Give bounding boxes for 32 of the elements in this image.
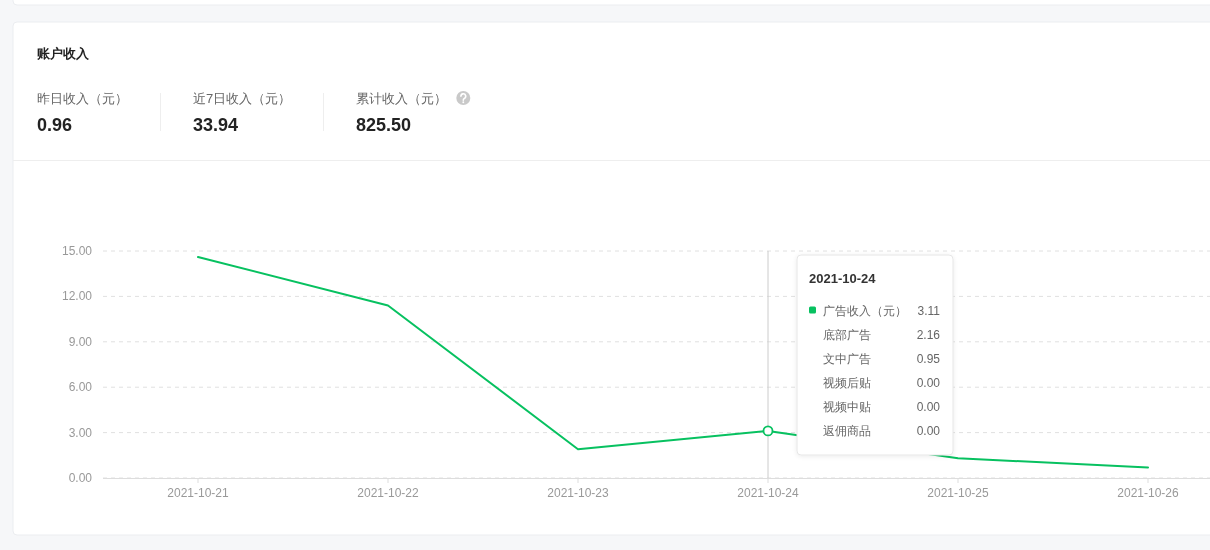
x-tick-label: 2021-10-21 — [167, 486, 230, 500]
x-tick-label: 2021-10-24 — [737, 486, 800, 500]
x-tick-label: 2021-10-22 — [357, 486, 420, 500]
chart-title: 账户收入 — [36, 46, 90, 61]
annotation: 2.16 — [916, 327, 941, 342]
y-tick-label: 15.00 — [61, 244, 93, 258]
text: 累计收入（元） — [356, 91, 447, 106]
text: 33.94 — [193, 115, 239, 135]
y-tick-label: 12.00 — [61, 289, 93, 304]
annotation: 视频后贴 — [823, 375, 871, 390]
y-tick-label: 6.00 — [68, 380, 93, 395]
y-tick-label: 0.00 — [68, 471, 93, 485]
annotation: 0.00 — [916, 399, 941, 414]
annotation: 0.95 — [916, 351, 941, 366]
x-tick-label: 2021-10-23 — [547, 486, 610, 500]
annotation: 3.11 — [917, 303, 941, 318]
y-tick-label: 9.00 — [68, 334, 93, 349]
annotation: 文中广告 — [823, 351, 871, 366]
x-tick-label: 2021-10-25 — [927, 486, 990, 500]
x-tick-label: 2021-10-26 — [1117, 486, 1180, 500]
y-tick-label: 3.00 — [68, 425, 93, 440]
annotation: 0.00 — [916, 423, 941, 438]
text: 昨日收入（元） — [37, 91, 128, 106]
annotation: 底部广告 — [823, 327, 871, 342]
text: 0.96 — [37, 115, 73, 135]
annotation: 2021-10-24 — [809, 271, 877, 286]
annotation: 视频中贴 — [823, 399, 871, 414]
annotation: 0.00 — [916, 375, 941, 390]
text: 近7日收入（元） — [193, 91, 292, 106]
text: 825.50 — [356, 115, 412, 135]
legend-label: 广告收入（元） — [823, 303, 907, 318]
annotation: 返佣商品 — [823, 423, 871, 438]
